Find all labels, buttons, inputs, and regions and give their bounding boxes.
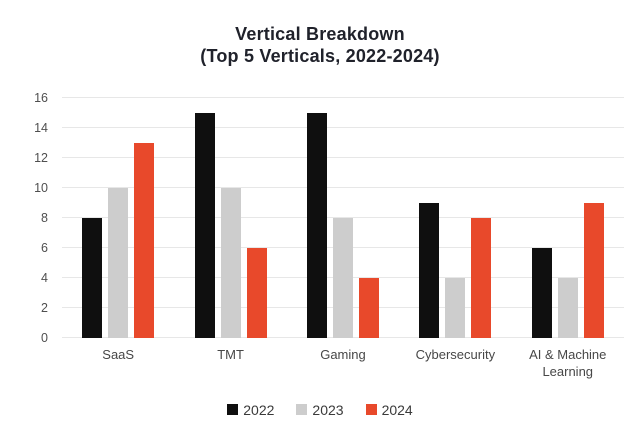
legend-swatch-2024 bbox=[365, 404, 377, 416]
bar-2024-ai-machine-learning bbox=[583, 202, 604, 338]
bar-2023-saas bbox=[108, 187, 129, 338]
bar-2024-saas bbox=[134, 142, 155, 338]
category-label-ai-machine-learning: AI & Machine Learning bbox=[529, 346, 607, 379]
bar-groups: SaaS TMT Gaming Cybersecurity AI & Machine L… bbox=[62, 98, 624, 379]
y-axis-tick-label: 2 bbox=[41, 300, 48, 315]
legend-label: 2022 bbox=[243, 401, 275, 418]
y-axis-tick-label: 8 bbox=[41, 210, 48, 225]
legend-item-2022: 2022 bbox=[227, 402, 274, 418]
y-axis-tick-label: 10 bbox=[34, 180, 48, 195]
y-axis-tick-label: 16 bbox=[34, 90, 48, 105]
y-axis-tick-label: 6 bbox=[41, 240, 48, 255]
bar-group-saas: SaaS bbox=[82, 98, 155, 362]
bar-2022-cybersecurity bbox=[419, 202, 440, 338]
chart-title-line1: Vertical Breakdown bbox=[235, 24, 405, 44]
gridline bbox=[62, 126, 624, 128]
bar-2024-gaming bbox=[358, 277, 379, 338]
bar-2023-cybersecurity bbox=[445, 277, 466, 338]
bar-2023-tmt bbox=[220, 187, 241, 338]
bar-group-ai-machine-learning: AI & Machine Learning bbox=[529, 98, 606, 379]
bar-group-cybersecurity: Cybersecurity bbox=[416, 98, 495, 362]
legend-label: 2024 bbox=[381, 401, 413, 418]
legend-swatch-2022 bbox=[227, 404, 239, 416]
plot-area: 0 2 4 6 8 10 12 14 16 SaaS TMT Gaming Cybersecurity A… bbox=[34, 91, 624, 379]
bar-group-gaming: Gaming bbox=[306, 98, 379, 362]
y-axis-tick-label: 0 bbox=[41, 330, 48, 345]
chart-title: Vertical Breakdown (Top 5 Verticals, 202… bbox=[0, 0, 640, 68]
category-label-saas: SaaS bbox=[102, 346, 135, 362]
bar-2023-ai-machine-learning bbox=[557, 277, 578, 338]
legend-item-2024: 2024 bbox=[365, 401, 413, 418]
category-label-gaming: Gaming bbox=[320, 346, 366, 362]
bar-2022-ai-machine-learning bbox=[531, 247, 552, 338]
gridline bbox=[62, 186, 624, 188]
legend-item-2023: 2023 bbox=[296, 401, 344, 418]
legend-label: 2023 bbox=[312, 401, 344, 418]
bar-2024-tmt bbox=[246, 247, 267, 338]
bar-group-tmt: TMT bbox=[194, 98, 267, 362]
category-label-tmt: TMT bbox=[217, 346, 244, 362]
legend-swatch-2023 bbox=[296, 404, 308, 416]
bar-2024-cybersecurity bbox=[471, 217, 492, 338]
bar-2023-gaming bbox=[332, 217, 353, 338]
gridline bbox=[62, 96, 624, 98]
y-axis-tick-label: 4 bbox=[41, 270, 48, 285]
bar-2022-gaming bbox=[306, 112, 327, 338]
y-axis-tick-label: 12 bbox=[34, 150, 48, 165]
bar-2022-tmt bbox=[194, 112, 215, 338]
gridline bbox=[62, 216, 624, 218]
gridline bbox=[62, 156, 624, 158]
legend: 2022 2023 2024 bbox=[0, 402, 640, 418]
y-axis-tick-label: 14 bbox=[34, 120, 48, 135]
chart-title-line2: (Top 5 Verticals, 2022-2024) bbox=[200, 45, 440, 66]
bar-2022-saas bbox=[82, 217, 103, 338]
category-label-cybersecurity: Cybersecurity bbox=[415, 346, 496, 362]
